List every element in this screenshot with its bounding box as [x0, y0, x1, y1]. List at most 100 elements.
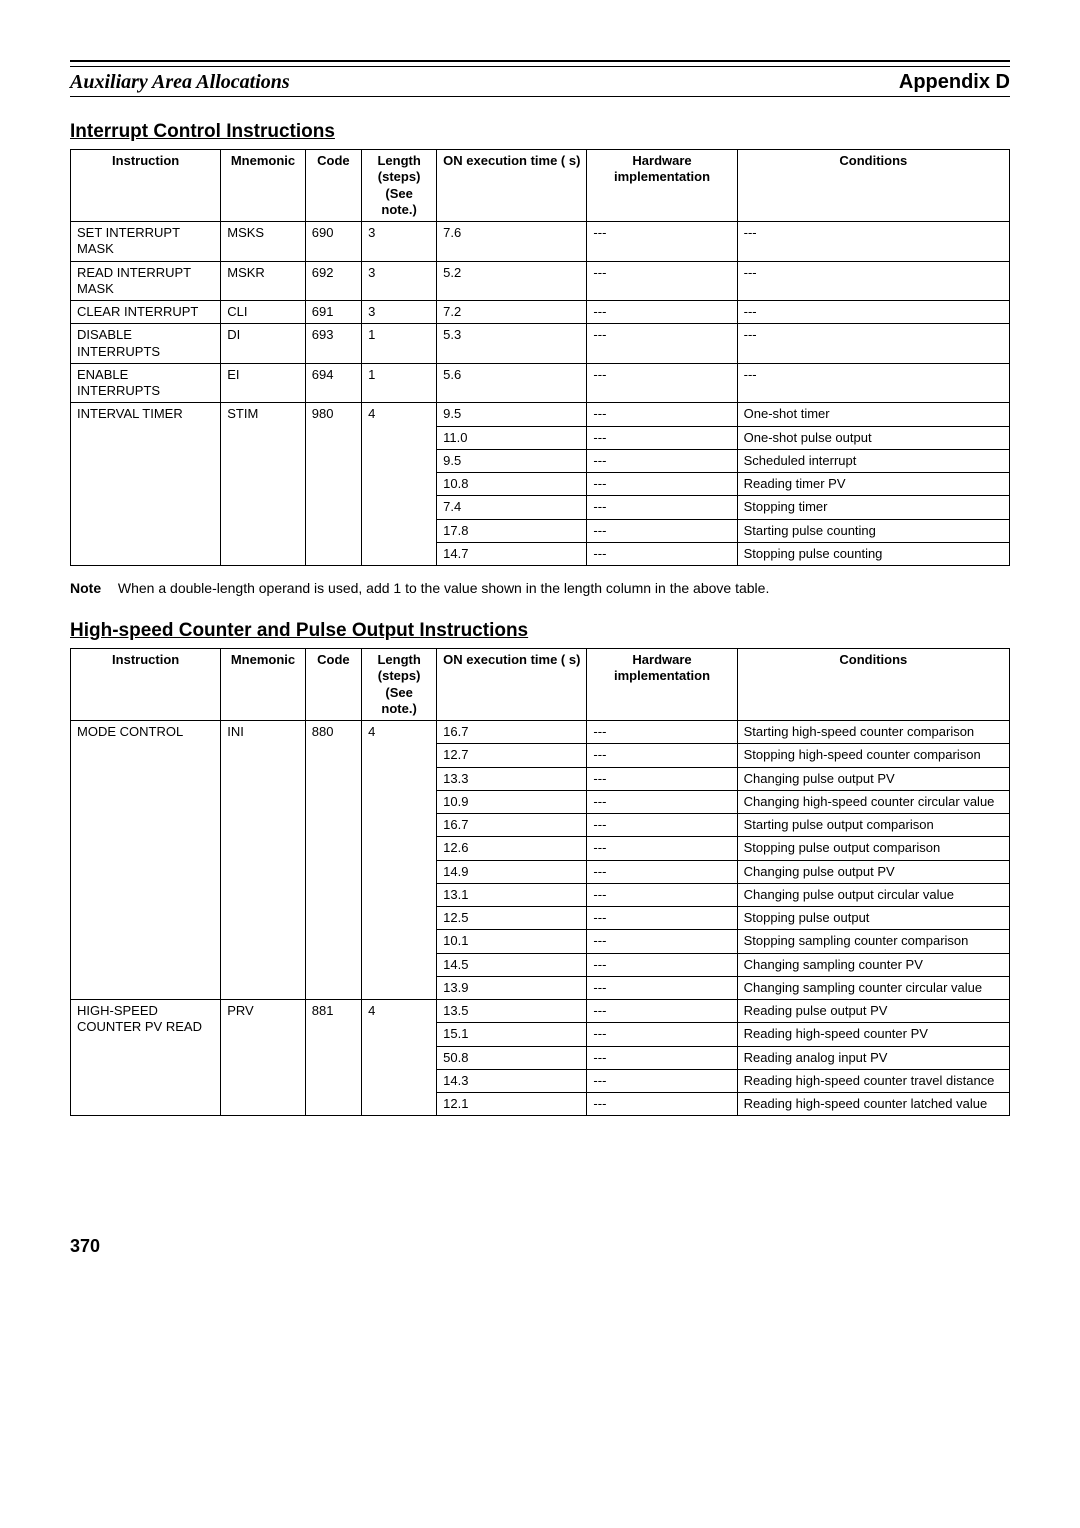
note-text: When a double-length operand is used, ad…	[118, 580, 769, 596]
cell-instruction: MODE CONTROL	[71, 721, 221, 1000]
cell-on: 7.4	[437, 496, 587, 519]
page-number: 370	[70, 1236, 1010, 1257]
cell-on: 10.8	[437, 473, 587, 496]
col-length: Length (steps) (See note.)	[362, 150, 437, 222]
cell-on: 14.7	[437, 542, 587, 565]
cell-mnemonic: EI	[221, 363, 306, 403]
cell-code: 693	[305, 324, 361, 364]
cell-cond: Reading high-speed counter PV	[737, 1023, 1009, 1046]
cell-code: 880	[305, 721, 361, 1000]
header-rule-top	[70, 60, 1010, 67]
cell-hw: ---	[587, 403, 737, 426]
cell-instruction: HIGH-SPEED COUNTER PV READ	[71, 1000, 221, 1116]
cell-on: 12.6	[437, 837, 587, 860]
cell-cond: Stopping timer	[737, 496, 1009, 519]
cell-on: 12.1	[437, 1093, 587, 1116]
cell-length: 3	[362, 261, 437, 301]
cell-on: 12.5	[437, 907, 587, 930]
cell-on: 10.9	[437, 790, 587, 813]
cell-length: 3	[362, 222, 437, 262]
cell-cond: One-shot timer	[737, 403, 1009, 426]
cell-cond: Changing high-speed counter circular val…	[737, 790, 1009, 813]
table-row: CLEAR INTERRUPTCLI69137.2------	[71, 301, 1010, 324]
cell-code: 691	[305, 301, 361, 324]
cell-mnemonic: MSKR	[221, 261, 306, 301]
cell-cond: Stopping pulse counting	[737, 542, 1009, 565]
cell-cond: Reading high-speed counter latched value	[737, 1093, 1009, 1116]
cell-length: 3	[362, 301, 437, 324]
cell-length: 4	[362, 721, 437, 1000]
cell-hw: ---	[587, 1023, 737, 1046]
cell-hw: ---	[587, 1046, 737, 1069]
col-instruction: Instruction	[71, 150, 221, 222]
cell-on: 5.6	[437, 363, 587, 403]
cell-mnemonic: CLI	[221, 301, 306, 324]
table-header-row: Instruction Mnemonic Code Length (steps)…	[71, 649, 1010, 721]
cell-hw: ---	[587, 953, 737, 976]
cell-instruction: CLEAR INTERRUPT	[71, 301, 221, 324]
cell-mnemonic: INI	[221, 721, 306, 1000]
cell-hw: ---	[587, 449, 737, 472]
cell-cond: Changing pulse output PV	[737, 860, 1009, 883]
table-interrupt: Instruction Mnemonic Code Length (steps)…	[70, 149, 1010, 566]
col-mnemonic: Mnemonic	[221, 649, 306, 721]
col-code: Code	[305, 150, 361, 222]
cell-on: 5.3	[437, 324, 587, 364]
cell-cond: ---	[737, 301, 1009, 324]
table-highspeed: Instruction Mnemonic Code Length (steps)…	[70, 648, 1010, 1116]
cell-hw: ---	[587, 976, 737, 999]
cell-hw: ---	[587, 744, 737, 767]
table-row: SET INTERRUPT MASKMSKS69037.6------	[71, 222, 1010, 262]
cell-length: 1	[362, 363, 437, 403]
cell-cond: Reading high-speed counter travel distan…	[737, 1069, 1009, 1092]
cell-on: 9.5	[437, 403, 587, 426]
cell-on: 7.6	[437, 222, 587, 262]
col-instruction: Instruction	[71, 649, 221, 721]
table-row: READ INTERRUPT MASKMSKR69235.2------	[71, 261, 1010, 301]
cell-cond: Reading timer PV	[737, 473, 1009, 496]
cell-hw: ---	[587, 542, 737, 565]
col-length: Length (steps) (See note.)	[362, 649, 437, 721]
table-row: HIGH-SPEED COUNTER PV READPRV881413.5---…	[71, 1000, 1010, 1023]
cell-cond: Stopping pulse output comparison	[737, 837, 1009, 860]
cell-cond: ---	[737, 363, 1009, 403]
cell-hw: ---	[587, 721, 737, 744]
header-left: Auxiliary Area Allocations	[70, 71, 290, 94]
cell-cond: Stopping sampling counter comparison	[737, 930, 1009, 953]
note: Note When a double-length operand is use…	[70, 580, 1010, 596]
cell-cond: Reading analog input PV	[737, 1046, 1009, 1069]
cell-on: 13.9	[437, 976, 587, 999]
cell-on: 14.9	[437, 860, 587, 883]
section1-title: Interrupt Control Instructions	[70, 121, 1010, 143]
cell-length: 4	[362, 403, 437, 566]
cell-code: 881	[305, 1000, 361, 1116]
cell-on: 12.7	[437, 744, 587, 767]
cell-hw: ---	[587, 519, 737, 542]
cell-cond: One-shot pulse output	[737, 426, 1009, 449]
col-on: ON execution time ( s)	[437, 649, 587, 721]
cell-cond: Changing sampling counter PV	[737, 953, 1009, 976]
cell-hw: ---	[587, 883, 737, 906]
cell-hw: ---	[587, 837, 737, 860]
cell-cond: Starting high-speed counter comparison	[737, 721, 1009, 744]
cell-instruction: DISABLE INTERRUPTS	[71, 324, 221, 364]
col-cond: Conditions	[737, 150, 1009, 222]
cell-hw: ---	[587, 324, 737, 364]
cell-on: 11.0	[437, 426, 587, 449]
cell-code: 690	[305, 222, 361, 262]
cell-hw: ---	[587, 222, 737, 262]
cell-on: 14.5	[437, 953, 587, 976]
cell-on: 5.2	[437, 261, 587, 301]
cell-cond: Reading pulse output PV	[737, 1000, 1009, 1023]
page-header: Auxiliary Area Allocations Appendix D	[70, 71, 1010, 97]
cell-instruction: READ INTERRUPT MASK	[71, 261, 221, 301]
cell-cond: Stopping high-speed counter comparison	[737, 744, 1009, 767]
cell-on: 17.8	[437, 519, 587, 542]
section2-title: High-speed Counter and Pulse Output Inst…	[70, 620, 1010, 642]
col-hw: Hardware implementation	[587, 150, 737, 222]
cell-hw: ---	[587, 473, 737, 496]
cell-length: 4	[362, 1000, 437, 1116]
cell-code: 692	[305, 261, 361, 301]
cell-hw: ---	[587, 1000, 737, 1023]
cell-on: 16.7	[437, 721, 587, 744]
